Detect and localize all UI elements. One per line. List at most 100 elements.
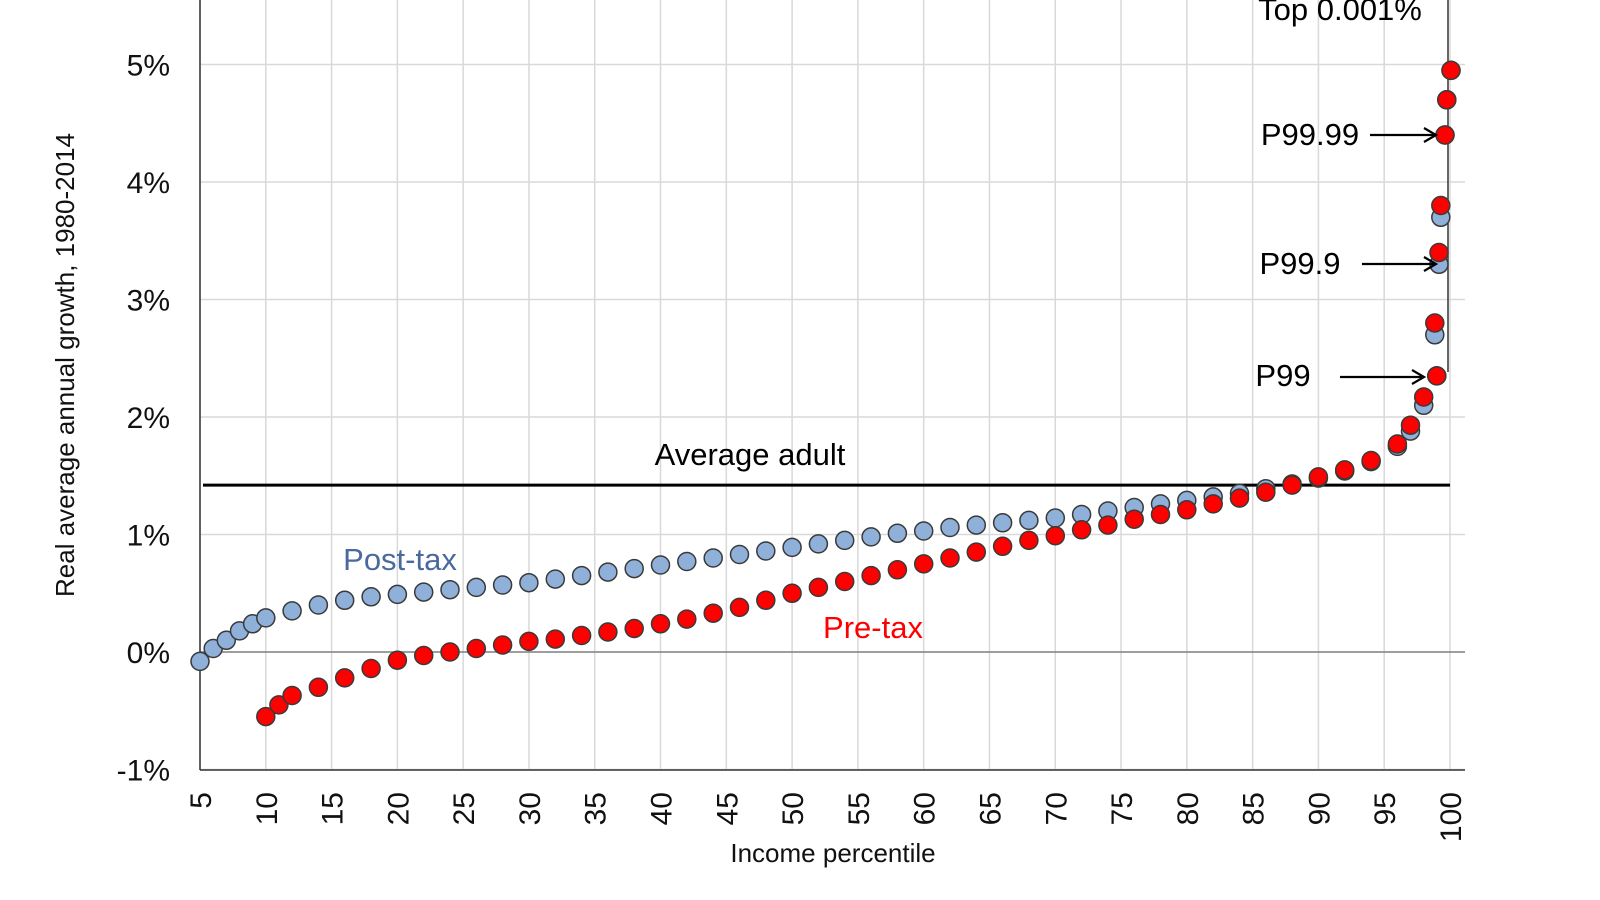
data-point <box>334 590 355 611</box>
data-point <box>782 583 802 604</box>
data-point <box>361 658 381 679</box>
x-axis-title: Income percentile <box>730 838 935 868</box>
data-point <box>703 548 723 568</box>
data-point <box>834 571 855 592</box>
y-tick-label: 0% <box>127 637 170 670</box>
x-tick-label: 20 <box>382 792 415 825</box>
data-point <box>413 582 434 602</box>
x-tick-label: 45 <box>711 792 744 825</box>
x-tick-label: 5 <box>185 792 218 809</box>
data-point <box>1427 366 1447 386</box>
x-tick-label: 65 <box>974 792 1007 825</box>
data-point <box>282 601 302 621</box>
series-label-post-tax: Post-tax <box>343 542 457 577</box>
x-tick-label: 70 <box>1040 792 1073 825</box>
data-point <box>598 562 618 582</box>
data-point <box>677 551 697 572</box>
data-point <box>729 544 750 565</box>
data-point <box>1425 313 1445 333</box>
data-point <box>1019 530 1039 551</box>
data-point <box>545 569 566 589</box>
y-tick-label: 2% <box>127 402 170 435</box>
data-point <box>440 642 460 662</box>
x-tick-label: 50 <box>777 792 810 825</box>
axes: 5 10 15 20 25 30 35 40 45 50 55 60 65 70 75 80 85 90 95 100… <box>117 0 1468 842</box>
data-point <box>334 668 355 688</box>
annotation-label: P99.99 <box>1261 117 1359 152</box>
data-point <box>808 577 829 598</box>
arrow-head-icon <box>1423 127 1439 143</box>
data-point <box>440 579 460 600</box>
x-tick-label: 75 <box>1106 792 1139 825</box>
arrow-head-icon <box>1423 256 1439 272</box>
data-point <box>808 534 829 554</box>
data-point <box>1308 467 1329 487</box>
arrow-head-icon <box>1411 369 1427 385</box>
x-tick-label: 85 <box>1238 792 1271 825</box>
x-tick-label: 10 <box>251 792 284 825</box>
data-point <box>756 590 776 611</box>
y-tick-label: 5% <box>127 50 170 83</box>
data-point <box>650 555 671 575</box>
y-axis-title: Real average annual growth, 1980-2014 <box>50 133 80 597</box>
data-point <box>913 554 934 574</box>
data-point <box>1282 475 1302 495</box>
data-point <box>413 645 434 666</box>
data-point <box>1177 500 1197 520</box>
data-point <box>992 536 1013 557</box>
data-point <box>1256 482 1276 502</box>
data-point <box>492 635 513 655</box>
data-point <box>1387 434 1408 454</box>
data-point <box>729 597 750 618</box>
y-tick-label: 1% <box>127 520 170 553</box>
x-tick-label: 60 <box>909 792 942 825</box>
data-point <box>492 575 513 595</box>
x-tick-label: 35 <box>580 792 613 825</box>
percentile-annotations: Top 0.001% P99.99 P99.9 P99 <box>1255 0 1439 393</box>
data-point <box>992 513 1013 533</box>
data-point <box>387 650 408 670</box>
data-point <box>269 695 289 715</box>
data-point <box>1361 450 1381 471</box>
x-tick-label: 80 <box>1172 792 1205 825</box>
y-tick-label: -1% <box>117 755 170 788</box>
data-point <box>650 614 671 634</box>
data-point <box>256 608 276 628</box>
data-point <box>834 530 855 551</box>
data-point <box>308 595 329 615</box>
series-label-pre-tax: Pre-tax <box>823 610 923 645</box>
data-point <box>966 542 987 562</box>
data-point <box>1124 509 1144 529</box>
data-point <box>466 577 487 598</box>
data-point <box>913 521 934 541</box>
data-point <box>519 631 539 652</box>
data-point <box>1071 520 1092 540</box>
data-point <box>308 677 329 698</box>
data-point <box>1334 460 1355 480</box>
data-point <box>1045 525 1066 546</box>
data-point <box>387 584 408 605</box>
average-adult-line-group: Average adult <box>203 437 1450 487</box>
data-point <box>571 565 592 586</box>
data-point <box>1435 125 1455 145</box>
x-tick-label: 25 <box>448 792 481 825</box>
data-points <box>190 60 1461 727</box>
y-tick-label: 3% <box>127 285 170 318</box>
data-point <box>190 651 210 672</box>
data-point <box>624 618 644 639</box>
gridlines <box>199 0 1465 771</box>
data-point <box>1429 242 1449 263</box>
data-point <box>571 625 592 646</box>
data-point <box>361 587 381 607</box>
annotation-label: Top 0.001% <box>1258 0 1422 27</box>
average-adult-label: Average adult <box>655 437 846 472</box>
data-point <box>1203 494 1223 514</box>
data-point <box>887 523 908 544</box>
data-point <box>216 630 237 651</box>
x-tick-label: 40 <box>646 792 679 825</box>
data-point <box>887 560 908 580</box>
x-tick-label: 55 <box>843 792 876 825</box>
data-point <box>703 603 723 623</box>
data-point <box>598 622 618 642</box>
